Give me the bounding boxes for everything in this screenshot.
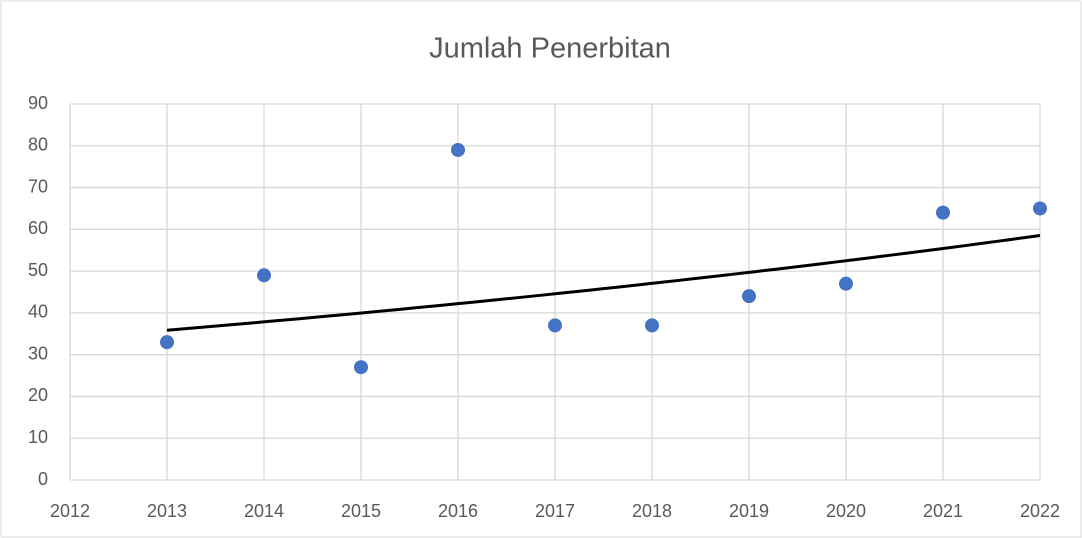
x-tick-label: 2022	[1020, 501, 1060, 521]
chart-title: Jumlah Penerbitan	[429, 33, 671, 65]
x-tick-label: 2021	[923, 501, 963, 521]
x-tick-label: 2014	[244, 501, 284, 521]
trendline	[166, 234, 1041, 332]
point	[839, 276, 853, 291]
x-tick-label: 2013	[147, 501, 187, 521]
y-tick-label: 20	[28, 385, 48, 405]
point	[645, 318, 659, 333]
x-tick-label: 2018	[632, 501, 672, 521]
x-tick-label: 2012	[50, 501, 90, 521]
point	[1033, 201, 1047, 216]
y-tick-label: 70	[28, 176, 48, 196]
x-tick-label: 2015	[341, 501, 381, 521]
y-tick-label: 0	[38, 469, 48, 489]
y-tick-label: 30	[28, 343, 48, 363]
point	[936, 205, 950, 220]
x-tick-label: 2020	[826, 501, 866, 521]
point	[257, 268, 271, 283]
point	[742, 289, 756, 304]
point	[451, 142, 465, 157]
y-tick-label: 90	[28, 93, 48, 113]
x-tick-label: 2016	[438, 501, 478, 521]
y-tick-label: 80	[28, 135, 48, 155]
x-tick-label: 2017	[535, 501, 575, 521]
y-tick-label: 60	[28, 218, 48, 238]
y-tick-label: 10	[28, 427, 48, 447]
x-tick-label: 2019	[729, 501, 769, 521]
y-tick-label: 40	[28, 302, 48, 322]
point	[160, 335, 174, 350]
y-tick-label: 50	[28, 260, 48, 280]
point	[354, 360, 368, 375]
point	[548, 318, 562, 333]
